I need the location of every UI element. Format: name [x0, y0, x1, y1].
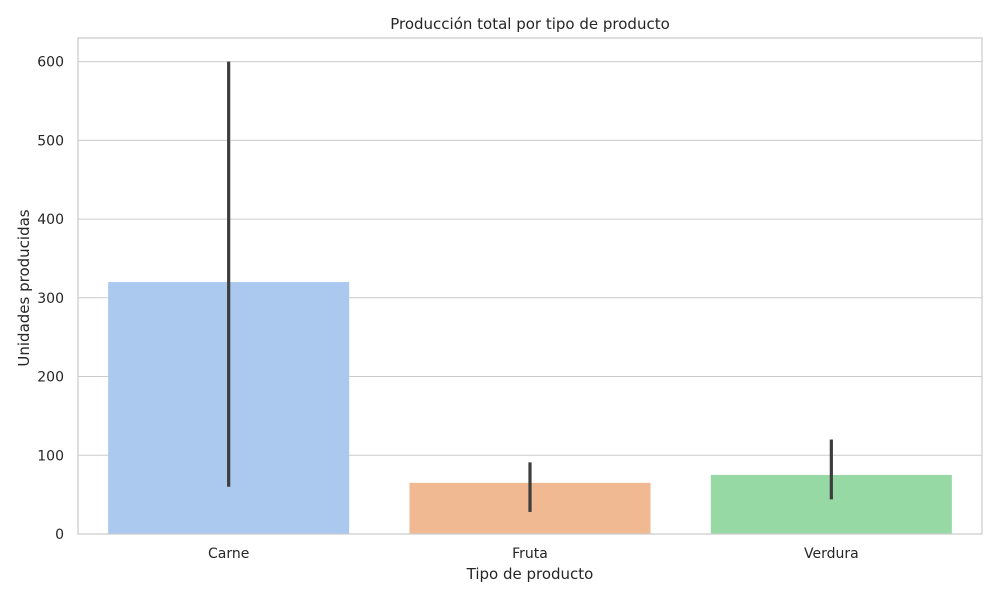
y-tick-label: 100	[37, 448, 64, 464]
y-axis-title: Unidades producidas	[15, 209, 33, 366]
plot-frame	[77, 37, 983, 535]
y-tick-label: 200	[37, 370, 64, 386]
y-tick-label: 0	[55, 527, 64, 543]
y-tick-label: 500	[37, 133, 64, 149]
x-axis-title: Tipo de producto	[466, 565, 594, 583]
y-tick-label: 600	[37, 55, 64, 71]
y-tick-label: 300	[37, 291, 64, 307]
x-tick-labels: Carne Fruta Verdura	[208, 546, 859, 562]
x-tick-label: Verdura	[804, 546, 859, 562]
y-tick-label: 400	[37, 212, 64, 228]
x-tick-label: Fruta	[512, 546, 548, 562]
chart-title: Producción total por tipo de producto	[390, 15, 670, 33]
y-tick-labels: 0 100 200 300 400 500 600	[37, 55, 64, 543]
error-bars	[227, 61, 833, 512]
x-tick-label: Carne	[208, 546, 249, 562]
